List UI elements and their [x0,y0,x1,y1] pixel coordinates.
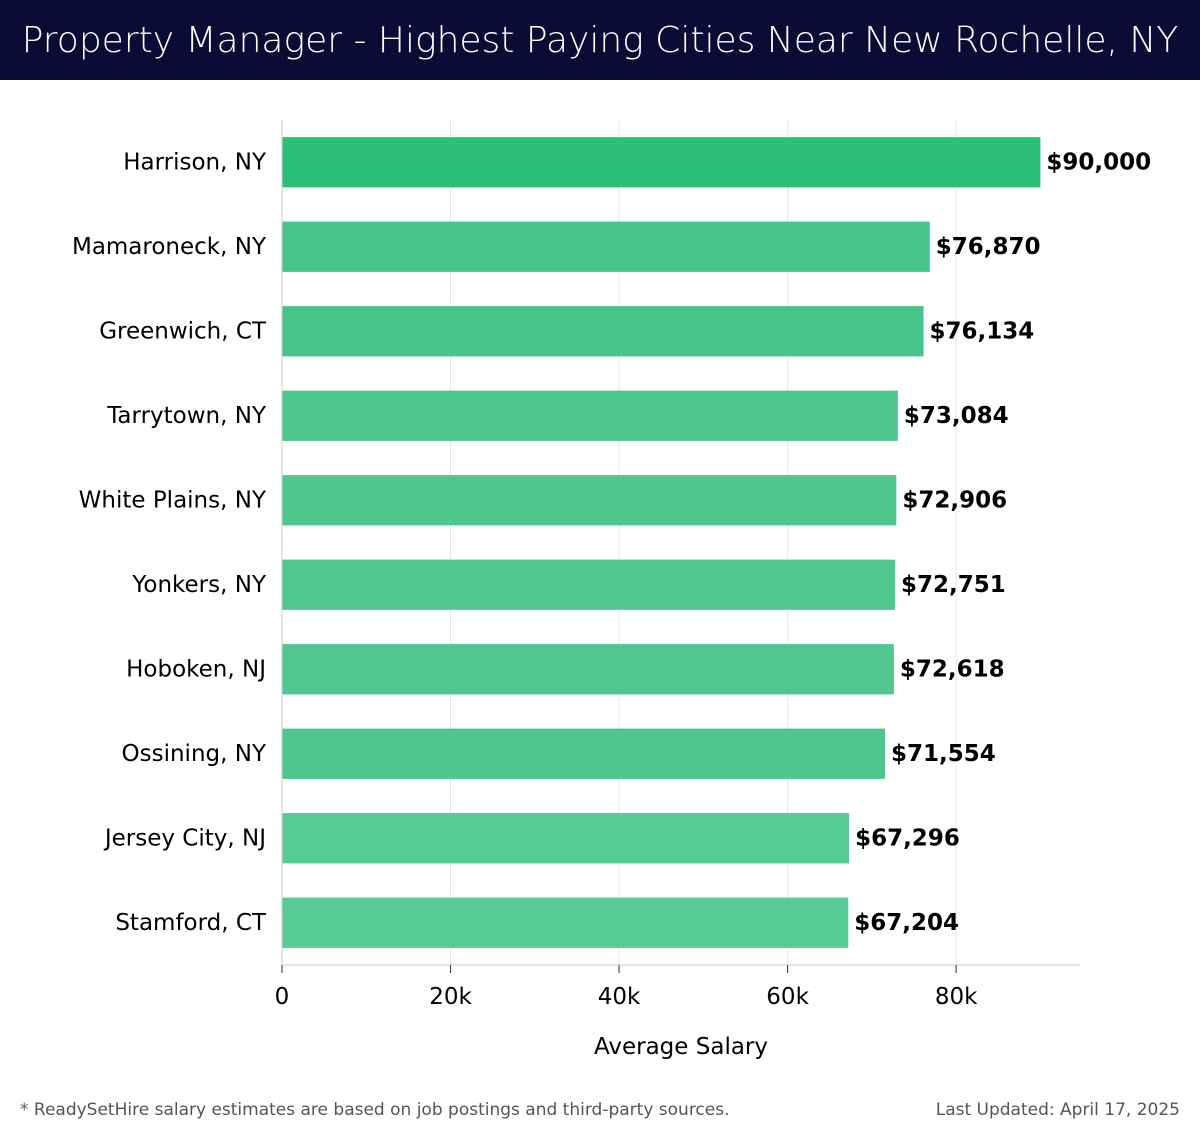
footer-note: * ReadySetHire salary estimates are base… [20,1100,730,1120]
category-label: Ossining, NY [122,741,267,767]
bar [282,813,850,864]
x-tick-label: 80k [935,984,978,1010]
category-label: Harrison, NY [123,149,267,175]
chart-header: Property Manager - Highest Paying Cities… [0,0,1200,80]
bars [282,137,1041,948]
bar [282,644,894,695]
last-updated: Last Updated: April 17, 2025 [935,1100,1180,1120]
category-label: Yonkers, NY [131,572,267,598]
x-tick-label: 60k [766,984,809,1010]
value-label: $72,618 [900,656,1005,682]
category-label: Tarrytown, NY [106,403,267,429]
category-label: Jersey City, NJ [103,825,266,851]
x-axis-label: Average Salary [594,1034,768,1060]
category-label: White Plains, NY [79,487,267,513]
value-label: $73,084 [904,403,1009,429]
value-label: $72,751 [901,572,1006,598]
value-label: $71,554 [891,741,996,767]
value-label: $67,296 [855,825,960,851]
value-label: $90,000 [1046,149,1151,175]
bar [282,897,849,948]
bar [282,306,924,357]
value-label: $72,906 [902,487,1007,513]
bar [282,390,898,441]
value-label: $67,204 [854,910,959,936]
x-tick-label: 20k [429,984,472,1010]
category-label: Hoboken, NJ [126,656,266,682]
bar [282,475,897,526]
bar [282,728,885,779]
category-label: Greenwich, CT [99,318,267,344]
bar-chart: Harrison, NY Mamaroneck, NY Greenwich, CT T… [72,120,1151,1060]
chart-title: Property Manager - Highest Paying Cities… [21,19,1179,61]
value-label: $76,870 [936,234,1041,260]
category-label: Stamford, CT [115,910,267,936]
bar [282,221,930,272]
bar [282,137,1041,188]
bar [282,559,896,610]
category-label: Mamaroneck, NY [72,234,267,260]
x-tick-label: 0 [275,984,290,1010]
value-label: $76,134 [930,318,1035,344]
x-tick-label: 40k [598,984,641,1010]
